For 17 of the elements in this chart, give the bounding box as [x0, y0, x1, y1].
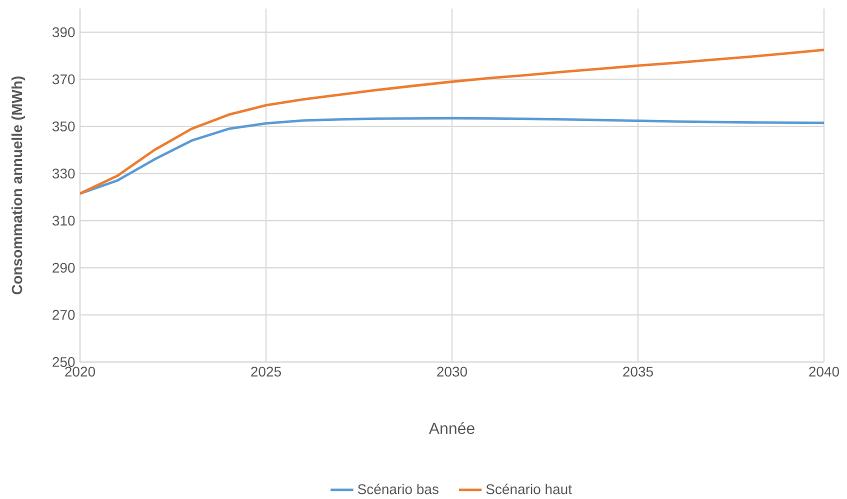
y-tick-label: 350: [52, 121, 75, 132]
y-tick-label: 250: [52, 357, 75, 367]
y-tick-label: 270: [52, 310, 75, 320]
x-tick-label: 2025: [251, 366, 281, 377]
x-axis-title: Année: [428, 422, 474, 434]
y-axis-title: Consommation annuelle (MWh): [11, 76, 26, 294]
x-tick-label: 2030: [437, 366, 468, 377]
y-tick-label: 390: [52, 27, 75, 38]
legend-label: Scénario bas: [358, 484, 438, 494]
legend-label: Scénario haut: [486, 484, 572, 494]
y-tick-label: 290: [52, 262, 75, 273]
y-tick-label: 310: [52, 216, 75, 226]
y-tick-label: 330: [52, 168, 75, 179]
x-tick-label: 2020: [65, 366, 96, 377]
x-tick-label: 2035: [623, 366, 653, 377]
x-tick-label: 2040: [809, 366, 840, 377]
y-tick-label: 370: [52, 74, 75, 84]
